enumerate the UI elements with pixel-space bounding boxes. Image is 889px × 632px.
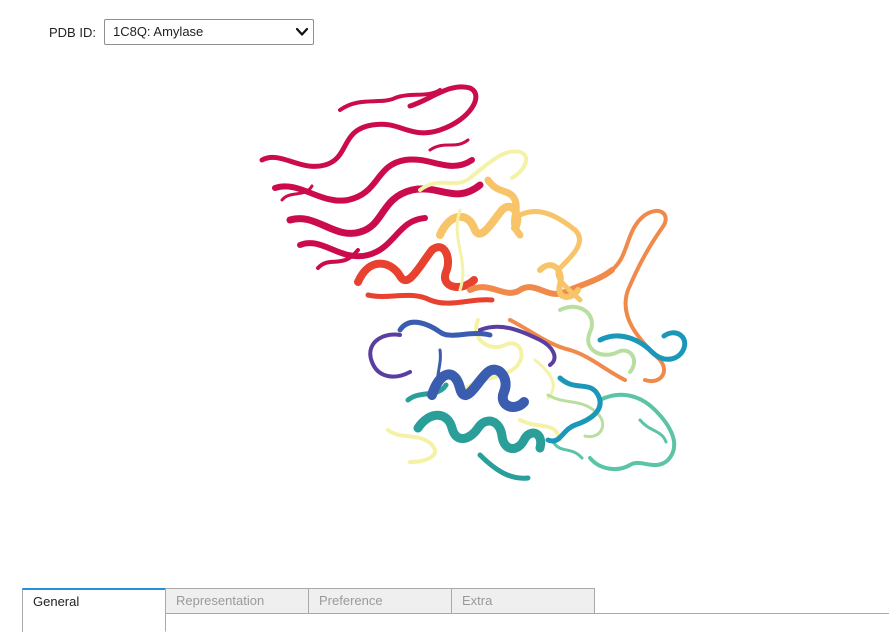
tab-bar: General Representation Preference Extra [22, 588, 889, 632]
tab-extra[interactable]: Extra [451, 588, 595, 614]
pdb-id-selected-value: 1C8Q: Amylase [112, 24, 204, 39]
ribbon-domain-pale-yellow [386, 149, 562, 464]
ribbon-domain-purple [368, 324, 557, 379]
ribbon-domain-crimson [259, 84, 484, 270]
pdb-id-control: PDB ID: 1C8Q: Amylase [49, 19, 314, 45]
ribbon-domain-mint [550, 392, 677, 472]
protein-ribbon-render[interactable] [0, 60, 889, 580]
pdb-id-select[interactable]: 1C8Q: Amylase [103, 19, 314, 45]
tab-preference[interactable]: Preference [308, 588, 452, 614]
tab-general[interactable]: General [22, 588, 166, 632]
ribbon-domain-royal-blue [397, 319, 529, 412]
tab-representation[interactable]: Representation [165, 588, 309, 614]
ribbon-domain-blue [545, 330, 688, 444]
molecule-viewer[interactable] [0, 60, 889, 580]
pdb-id-label: PDB ID: [49, 24, 96, 40]
chevron-down-icon [295, 27, 309, 36]
ribbon-domain-red [354, 243, 495, 306]
